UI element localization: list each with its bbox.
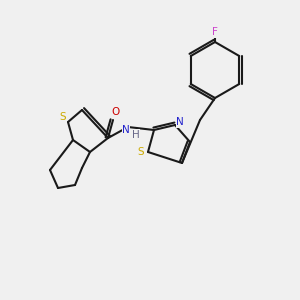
Text: S: S — [138, 147, 144, 157]
Text: N: N — [122, 125, 130, 135]
Text: H: H — [132, 130, 140, 140]
Text: O: O — [112, 107, 120, 117]
Text: S: S — [60, 112, 66, 122]
Text: N: N — [176, 117, 184, 127]
Text: F: F — [212, 27, 218, 37]
